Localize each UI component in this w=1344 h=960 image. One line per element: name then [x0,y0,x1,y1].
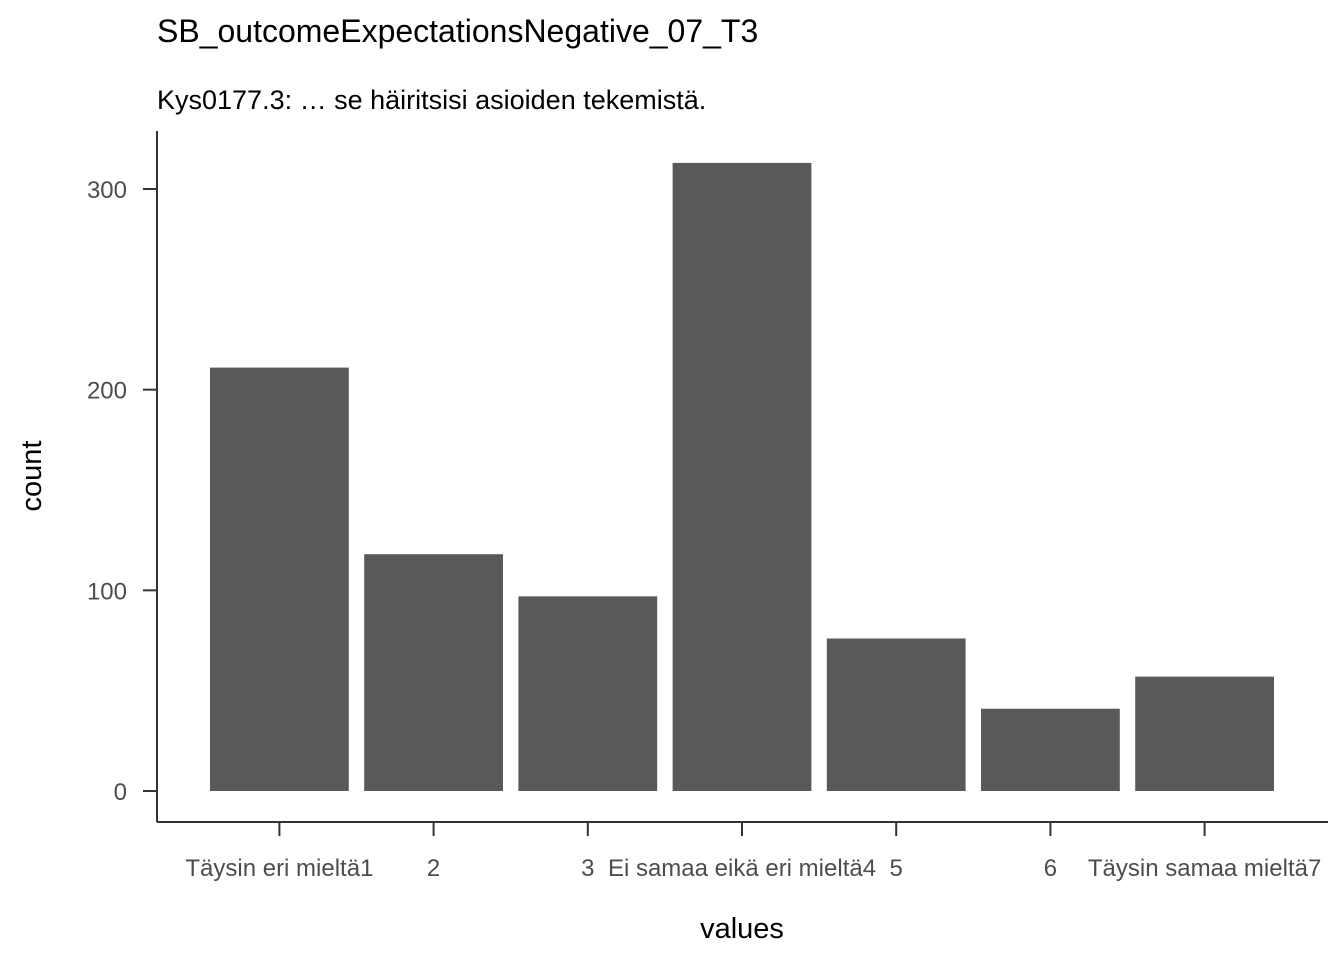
chart-title: SB_outcomeExpectationsNegative_07_T3 [157,13,758,49]
y-tick-label: 300 [87,177,127,204]
bar [210,367,349,791]
y-tick-label: 100 [87,578,127,605]
plot-area: 0 100 200 300 Täysin eri mieltä1 2 3 Ei samaa … [87,131,1328,882]
x-tick-label: 3 [581,855,594,882]
x-tick-label: Täysin eri mieltä1 [185,855,373,882]
y-tick-label: 200 [87,378,127,405]
bar [364,554,503,791]
x-tick-label: 2 [427,855,440,882]
x-axis: Täysin eri mieltä1 2 3 Ei samaa eikä eri mi… [157,821,1328,882]
bar [826,638,966,791]
bar [1135,676,1274,791]
x-tick-label: Täysin samaa mieltä7 [1088,855,1321,882]
x-tick-label: 6 [1044,855,1057,882]
bars [210,162,1274,791]
x-axis-title: values [700,913,784,945]
chart-subtitle: Kys0177.3: … se häiritsisi asioiden teke… [157,85,706,115]
bar [518,596,658,791]
y-axis-title: count [16,441,48,512]
bar [672,162,812,791]
y-tick-label: 0 [114,779,127,806]
y-axis: 0 100 200 300 [87,131,158,822]
bar [981,708,1120,791]
x-tick-label: Ei samaa eikä eri mieltä4 [608,855,876,882]
x-tick-label: 5 [890,855,903,882]
